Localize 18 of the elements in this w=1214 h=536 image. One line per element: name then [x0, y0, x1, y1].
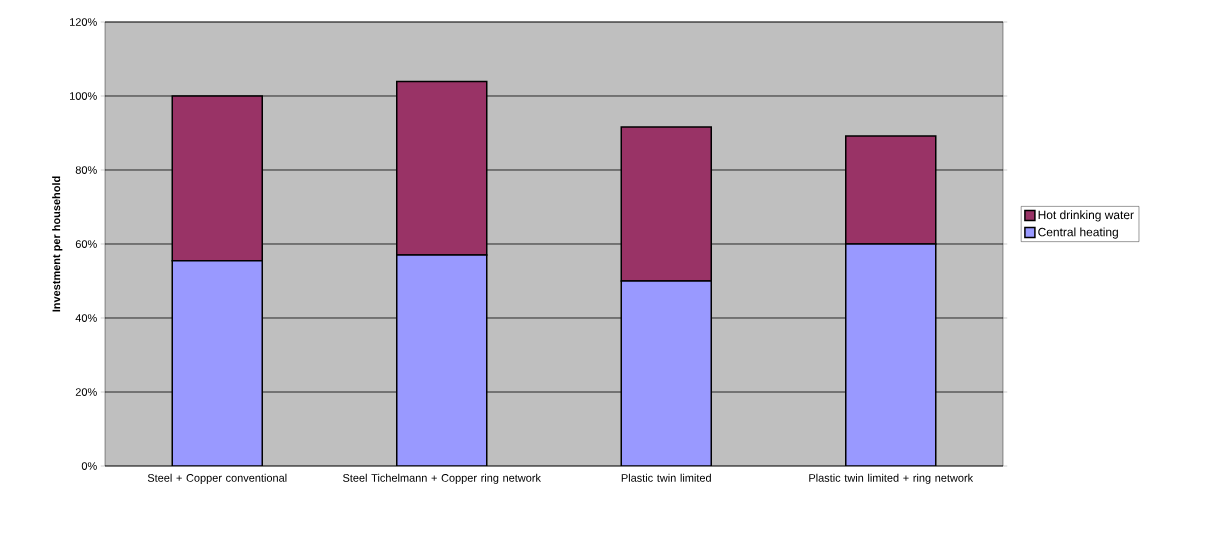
y-tick-label: 80% [75, 166, 97, 174]
legend-label: Hot drinking water [1038, 210, 1134, 222]
y-tick-label: 0% [81, 462, 97, 470]
legend-label: Central heating [1038, 227, 1118, 239]
y-tick-label: 100% [70, 92, 97, 100]
bar [620, 280, 713, 466]
y-tick-label: 20% [75, 388, 97, 396]
bar [396, 254, 488, 466]
bar [171, 259, 263, 466]
x-tick-label: Plastic twin limited [621, 473, 711, 482]
y-axis-title: Investment per household [52, 176, 63, 312]
y-tick-label: 40% [75, 314, 97, 322]
x-tick-label: Steel Tichelmann + Copper ring network [343, 473, 541, 484]
x-tick-label: Steel + Copper conventional [147, 473, 287, 484]
bar [845, 243, 937, 466]
y-tick-label: 60% [75, 240, 97, 248]
x-tick-label: Plastic twin limited + ring network [809, 473, 974, 484]
y-tick-label: 120% [70, 18, 97, 26]
